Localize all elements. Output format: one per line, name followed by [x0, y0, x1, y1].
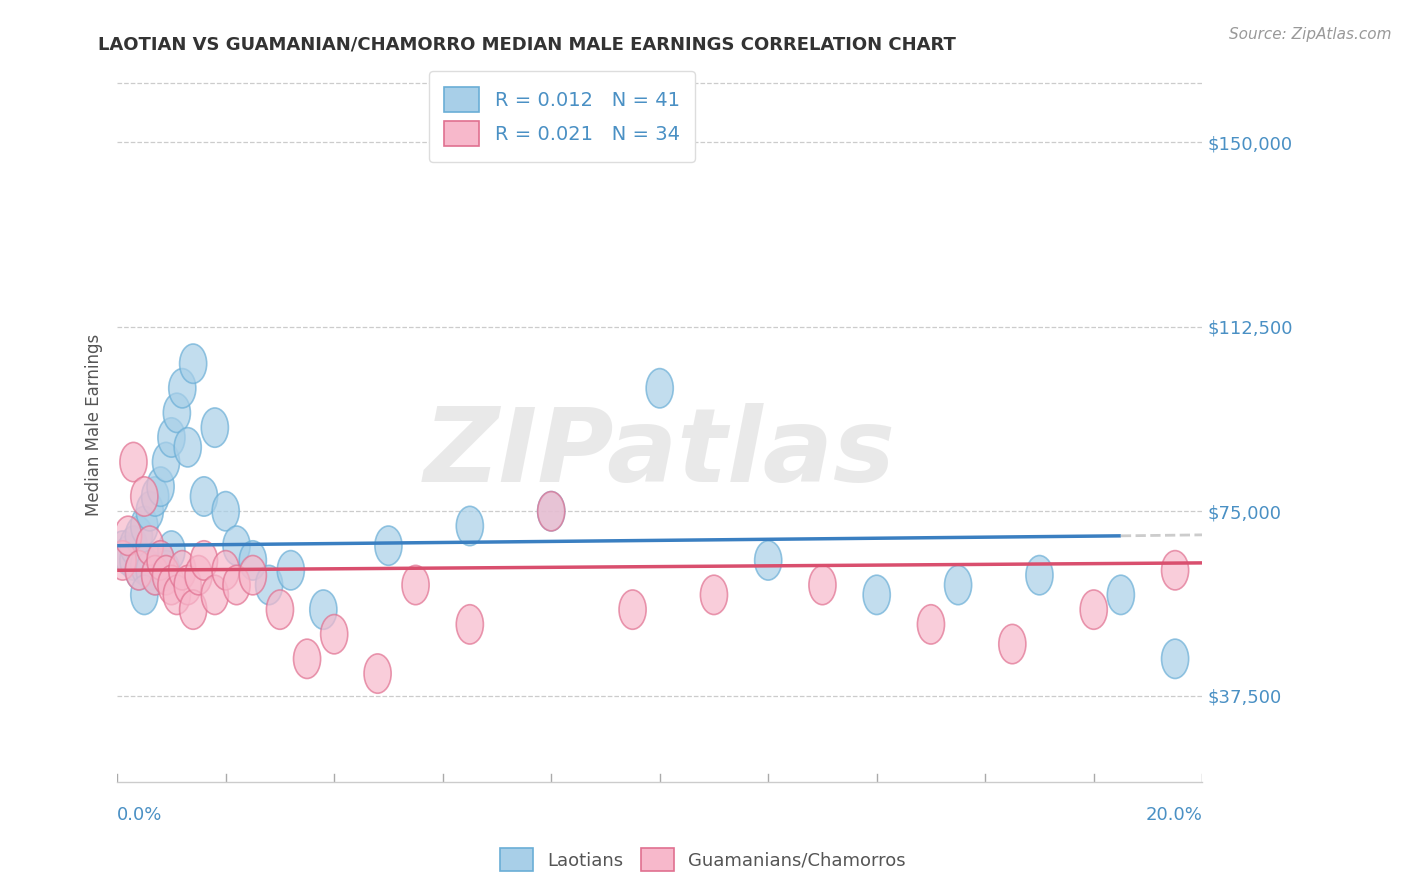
Legend: Laotians, Guamanians/Chamorros: Laotians, Guamanians/Chamorros [494, 841, 912, 879]
Ellipse shape [169, 368, 195, 408]
Ellipse shape [174, 427, 201, 467]
Ellipse shape [647, 368, 673, 408]
Ellipse shape [224, 566, 250, 605]
Ellipse shape [186, 556, 212, 595]
Ellipse shape [212, 491, 239, 531]
Y-axis label: Median Male Earnings: Median Male Earnings [86, 334, 103, 516]
Ellipse shape [1108, 575, 1135, 615]
Ellipse shape [110, 531, 136, 570]
Ellipse shape [457, 605, 484, 644]
Ellipse shape [1161, 640, 1188, 679]
Ellipse shape [125, 550, 152, 590]
Ellipse shape [1080, 590, 1108, 629]
Legend: R = 0.012   N = 41, R = 0.021   N = 34: R = 0.012 N = 41, R = 0.021 N = 34 [429, 71, 696, 162]
Ellipse shape [163, 575, 190, 615]
Ellipse shape [755, 541, 782, 580]
Ellipse shape [157, 566, 186, 605]
Ellipse shape [998, 624, 1026, 664]
Ellipse shape [136, 526, 163, 566]
Ellipse shape [120, 541, 148, 580]
Ellipse shape [152, 442, 180, 482]
Ellipse shape [256, 566, 283, 605]
Ellipse shape [174, 566, 201, 605]
Ellipse shape [224, 526, 250, 566]
Ellipse shape [201, 408, 228, 447]
Ellipse shape [537, 491, 565, 531]
Ellipse shape [239, 541, 266, 580]
Ellipse shape [239, 556, 266, 595]
Ellipse shape [148, 541, 174, 580]
Text: 0.0%: 0.0% [117, 806, 163, 824]
Ellipse shape [114, 536, 142, 575]
Ellipse shape [266, 590, 294, 629]
Ellipse shape [120, 526, 148, 566]
Ellipse shape [294, 640, 321, 679]
Text: Source: ZipAtlas.com: Source: ZipAtlas.com [1229, 27, 1392, 42]
Ellipse shape [180, 590, 207, 629]
Ellipse shape [131, 507, 157, 546]
Ellipse shape [309, 590, 337, 629]
Ellipse shape [190, 477, 218, 516]
Ellipse shape [163, 393, 190, 433]
Ellipse shape [277, 550, 304, 590]
Ellipse shape [169, 550, 195, 590]
Ellipse shape [142, 477, 169, 516]
Ellipse shape [110, 541, 136, 580]
Ellipse shape [700, 575, 727, 615]
Ellipse shape [190, 541, 218, 580]
Ellipse shape [148, 467, 174, 507]
Ellipse shape [402, 566, 429, 605]
Ellipse shape [131, 575, 157, 615]
Ellipse shape [131, 477, 157, 516]
Ellipse shape [152, 550, 180, 590]
Ellipse shape [148, 541, 174, 580]
Ellipse shape [125, 550, 152, 590]
Ellipse shape [136, 491, 163, 531]
Ellipse shape [321, 615, 347, 654]
Ellipse shape [537, 491, 565, 531]
Ellipse shape [120, 442, 148, 482]
Ellipse shape [131, 546, 157, 585]
Ellipse shape [142, 556, 169, 595]
Ellipse shape [201, 575, 228, 615]
Ellipse shape [945, 566, 972, 605]
Ellipse shape [375, 526, 402, 566]
Ellipse shape [364, 654, 391, 693]
Ellipse shape [863, 575, 890, 615]
Ellipse shape [157, 417, 186, 457]
Ellipse shape [114, 516, 142, 556]
Ellipse shape [125, 516, 152, 556]
Ellipse shape [152, 556, 180, 595]
Ellipse shape [1026, 556, 1053, 595]
Ellipse shape [157, 531, 186, 570]
Ellipse shape [619, 590, 647, 629]
Ellipse shape [180, 344, 207, 384]
Ellipse shape [1161, 550, 1188, 590]
Text: 20.0%: 20.0% [1146, 806, 1202, 824]
Ellipse shape [212, 550, 239, 590]
Text: ZIPatlas: ZIPatlas [423, 403, 896, 504]
Ellipse shape [142, 556, 169, 595]
Ellipse shape [808, 566, 837, 605]
Ellipse shape [136, 550, 163, 590]
Ellipse shape [917, 605, 945, 644]
Ellipse shape [457, 507, 484, 546]
Text: LAOTIAN VS GUAMANIAN/CHAMORRO MEDIAN MALE EARNINGS CORRELATION CHART: LAOTIAN VS GUAMANIAN/CHAMORRO MEDIAN MAL… [98, 36, 956, 54]
